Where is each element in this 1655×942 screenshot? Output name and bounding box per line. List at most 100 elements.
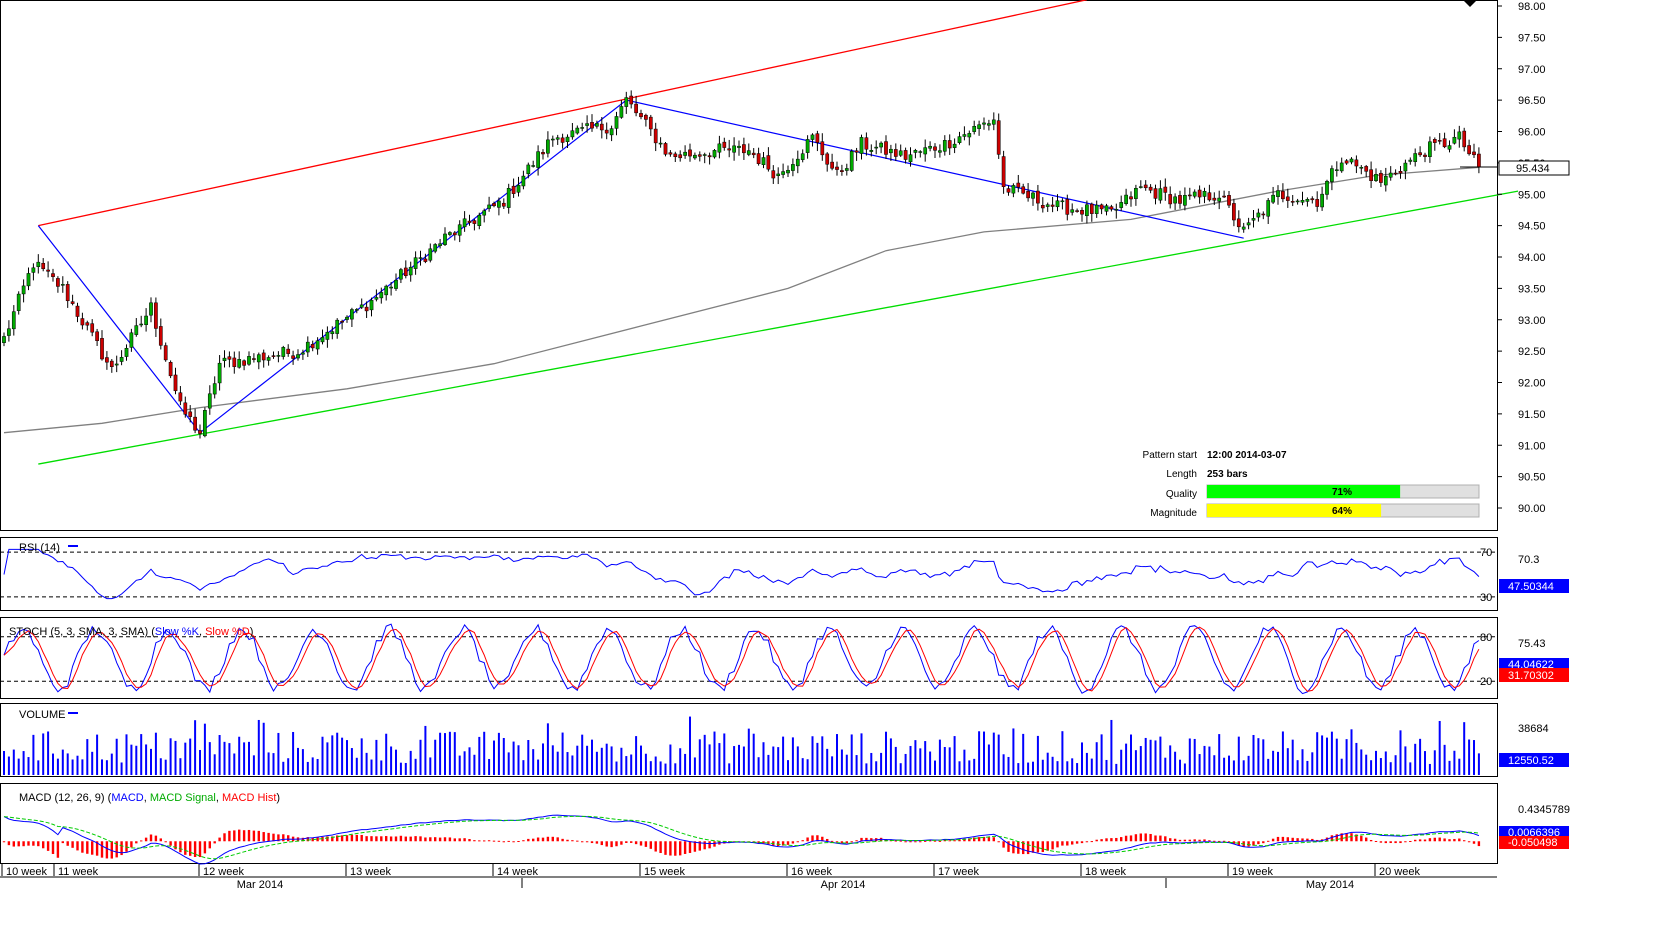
candle <box>497 197 501 216</box>
macd-hist-bar <box>1075 841 1079 844</box>
candle <box>550 135 555 147</box>
bear-candle-body <box>340 321 344 323</box>
bear-candle-body <box>1344 160 1349 164</box>
candle <box>85 320 90 331</box>
candle <box>761 151 766 169</box>
last-price-box <box>1498 160 1570 176</box>
macd-hist-bar <box>1306 838 1309 842</box>
rsi-level-label: 70 <box>1480 547 1492 559</box>
candle <box>673 151 678 163</box>
rsi-line <box>3 548 1480 600</box>
candle <box>746 143 751 157</box>
candle <box>737 140 741 156</box>
macd-hist-bar <box>380 836 383 842</box>
candle <box>354 308 359 314</box>
bear-candle-body <box>183 402 188 415</box>
candle <box>830 153 834 171</box>
candle <box>599 117 604 139</box>
volume-bar <box>586 745 589 775</box>
macd-hist-bar <box>120 841 123 856</box>
bear-candle-body <box>227 356 232 360</box>
volume-bar <box>1134 750 1137 775</box>
bear-candle-body <box>65 284 70 302</box>
candle <box>364 301 369 319</box>
volume-bar <box>546 723 549 775</box>
week-label: 11 week <box>58 866 99 878</box>
bear-candle-body <box>1227 195 1231 206</box>
macd-plot <box>2 814 1481 865</box>
volume-bar <box>507 752 510 775</box>
bull-candle-body <box>217 362 222 384</box>
macd-hist-bar <box>1071 841 1074 845</box>
volume-bar <box>1389 762 1392 775</box>
macd-hist-bar <box>561 838 564 842</box>
price-tick-label: 91.50 <box>1518 409 1546 421</box>
macd-hist-bar <box>345 835 349 842</box>
macd-hist-bar <box>708 841 711 849</box>
bull-candle-body <box>1246 222 1251 226</box>
macd-hist-bar <box>208 841 211 849</box>
bull-candle-body <box>575 127 580 134</box>
bull-candle-body <box>1094 204 1099 214</box>
candle <box>183 396 188 418</box>
candle <box>1256 208 1261 222</box>
candle <box>281 345 286 360</box>
candle <box>207 385 212 415</box>
macd-hist-bar <box>179 841 182 853</box>
bull-candle-body <box>580 127 585 129</box>
volume-bar <box>1247 755 1250 775</box>
macd-hist-bar <box>634 841 638 845</box>
volume-bar <box>738 744 740 775</box>
candle <box>516 176 521 197</box>
candle <box>1089 202 1094 222</box>
volume-bar <box>223 741 226 775</box>
bear-candle-body <box>163 345 168 361</box>
macd-hist-bar <box>336 835 339 842</box>
volume-bar <box>3 751 5 775</box>
bear-candle-body <box>1315 199 1320 207</box>
candle <box>781 163 785 179</box>
bull-candle-body <box>428 248 433 261</box>
macd-hist-bar <box>1369 839 1373 842</box>
macd-hist-bar <box>169 841 172 846</box>
candle <box>149 297 153 323</box>
volume-bar <box>938 739 941 775</box>
volume-bar <box>463 751 466 775</box>
volume-bar <box>929 751 932 775</box>
volume-bar <box>630 754 633 775</box>
macd-hist-bar <box>233 830 236 842</box>
bear-candle-body <box>653 128 658 144</box>
candle <box>403 260 408 279</box>
stoch-panel <box>0 617 1498 699</box>
macd-hist-bar <box>581 841 584 843</box>
candle <box>1354 155 1359 174</box>
bull-candle-body <box>16 293 21 311</box>
volume-bar <box>649 761 652 775</box>
candle <box>1432 137 1437 151</box>
candle <box>1060 198 1065 210</box>
macd-hist-bar <box>51 841 55 854</box>
volume-bar <box>414 758 417 775</box>
candle <box>840 164 844 176</box>
bear-candle-body <box>1393 172 1398 175</box>
candle <box>1036 184 1040 211</box>
candle <box>394 273 398 291</box>
bull-candle-body <box>384 285 389 296</box>
macd-hist-bar <box>1036 841 1040 853</box>
candle <box>663 142 668 157</box>
candle <box>1349 157 1354 165</box>
volume-bar <box>1433 750 1436 775</box>
candle <box>1398 165 1403 179</box>
macd-hist-bar <box>777 841 780 847</box>
candle <box>1212 192 1217 205</box>
candle <box>1055 194 1060 212</box>
macd-hist-bar <box>1247 841 1250 847</box>
candle <box>825 152 830 172</box>
candle <box>751 148 756 159</box>
macd-hist-bar <box>203 841 207 854</box>
bear-candle-body <box>933 146 937 151</box>
candle <box>864 132 869 156</box>
chevron-down-icon[interactable] <box>1463 0 1477 7</box>
bear-candle-body <box>1222 195 1226 198</box>
